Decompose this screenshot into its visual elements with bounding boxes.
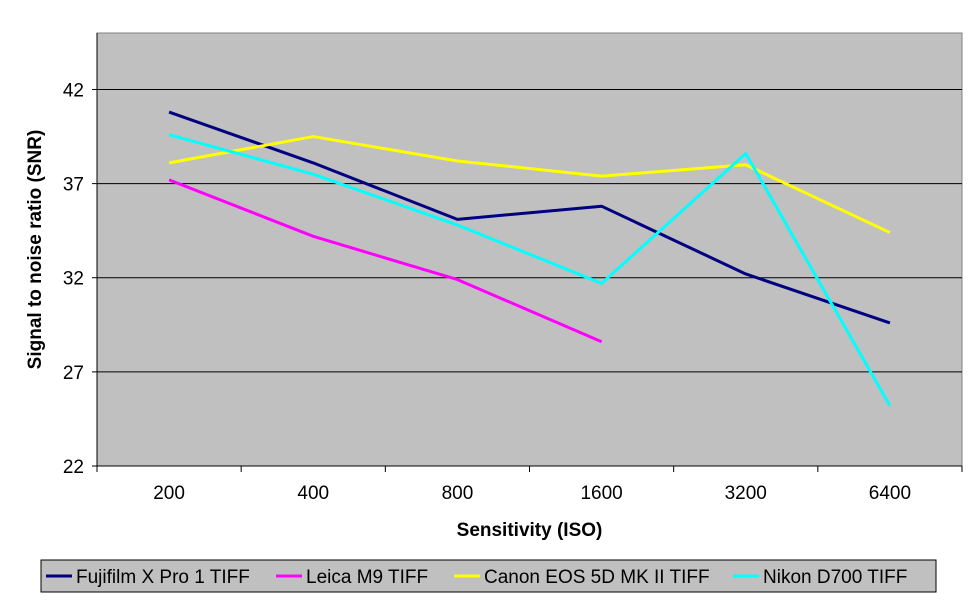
y-tick-label: 27	[63, 363, 84, 384]
series-line-3	[168, 135, 891, 234]
x-tick-label: 200	[153, 483, 185, 504]
x-tick-label: 800	[442, 483, 474, 504]
series-lines	[168, 110, 892, 407]
series-line-4	[168, 133, 892, 407]
legend-label: Nikon D700 TIFF	[763, 567, 907, 588]
x-tick-label: 1600	[580, 483, 622, 504]
x-tick-label: 6400	[869, 483, 911, 504]
x-tick-label: 3200	[725, 483, 767, 504]
y-tick-label: 37	[63, 175, 84, 196]
plot-area	[96, 32, 963, 467]
legend-box	[40, 559, 937, 593]
legend-label: Leica M9 TIFF	[306, 567, 428, 588]
legend-label: Fujifilm X Pro 1 TIFF	[76, 567, 250, 588]
y-tick-label: 22	[63, 457, 84, 478]
x-axis-title: Sensitivity (ISO)	[457, 520, 603, 541]
axes: 22 27 32 37 42 200 400 800 1600 3200 6400	[63, 33, 963, 504]
y-tick-label: 42	[63, 80, 84, 101]
series-line-1	[168, 110, 891, 325]
y-tick-label: 32	[63, 269, 84, 290]
y-axis-title: Signal to noise ratio (SNR)	[25, 130, 46, 370]
series-line-2	[168, 178, 603, 344]
x-tick-label: 400	[297, 483, 329, 504]
legend: Fujifilm X Pro 1 TIFF Leica M9 TIFF Canon …	[40, 559, 937, 593]
legend-label: Canon EOS 5D MK II TIFF	[484, 567, 710, 588]
